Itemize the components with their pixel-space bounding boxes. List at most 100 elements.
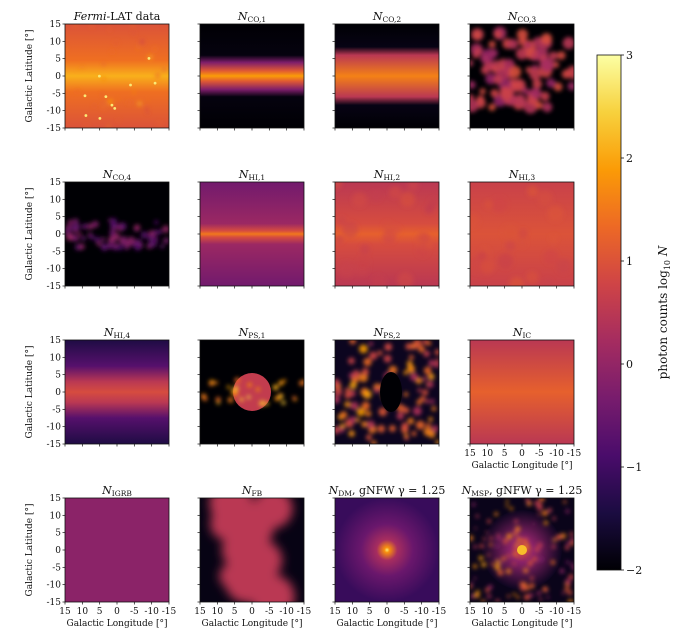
map-blob (509, 65, 522, 78)
map-blob (536, 505, 543, 511)
map-blob (495, 560, 500, 565)
map-blob (516, 537, 522, 543)
y-tick-label: 0 (55, 388, 61, 398)
y-tick-label: 5 (55, 213, 61, 223)
map-blob (106, 243, 113, 250)
panel-hi4: NHI,4 15 10 5 0 -5 -10 -15 Galactic Latitude [°] (25, 326, 170, 450)
map-blob (470, 60, 474, 67)
point-source (97, 74, 101, 78)
map-blob (422, 376, 427, 382)
point-source (110, 103, 114, 107)
map-blob (84, 124, 90, 128)
map-blob (417, 388, 422, 393)
map-blob (369, 189, 382, 203)
panel-co1: NCO,1 (197, 10, 305, 131)
y-tick-label: 10 (50, 353, 62, 363)
map-blob (110, 217, 118, 225)
map-blob (335, 387, 343, 396)
map-blob (513, 551, 519, 557)
map-image (200, 498, 304, 602)
map-blob (571, 565, 574, 571)
map-blob (435, 440, 439, 444)
map-blob (486, 519, 492, 524)
map-blob (428, 359, 435, 367)
map-blob (512, 592, 516, 596)
map-blob (536, 590, 542, 596)
map-blob (522, 538, 528, 544)
axis-ticks (332, 181, 440, 289)
map-blob (134, 244, 141, 251)
map-blob (298, 380, 304, 386)
map-blob (552, 61, 560, 68)
map-blob (470, 582, 474, 586)
map-blob (361, 368, 370, 376)
map-blob (513, 94, 527, 107)
map-blob (409, 372, 419, 382)
y-tick-label: 15 (50, 494, 62, 504)
map-blob (209, 382, 213, 386)
y-tick-label: 5 (55, 371, 61, 381)
map-blob (505, 499, 509, 503)
map-blob (479, 88, 486, 95)
panel-title: NIGRB (101, 484, 132, 498)
map-blob (493, 75, 503, 85)
map-blob (335, 182, 343, 190)
map-blob (227, 397, 234, 403)
map-blob (519, 585, 526, 592)
x-tick-label: -15 (567, 449, 582, 459)
map-blob (557, 51, 566, 60)
map-blob (569, 537, 574, 543)
map-blob (479, 261, 494, 275)
map-image (200, 24, 304, 128)
map-blob (496, 535, 502, 541)
map-blob (518, 554, 522, 558)
map-blob (528, 592, 534, 598)
map-blob (232, 385, 239, 392)
map-blob (412, 406, 422, 416)
map-blob (513, 529, 518, 534)
map-blob (568, 574, 574, 580)
map-blob (101, 62, 106, 67)
map-blob (527, 501, 532, 506)
map-image (470, 24, 574, 128)
map-image (335, 340, 439, 444)
y-tick-label: -15 (47, 282, 62, 292)
x-tick-label: -10 (414, 607, 429, 617)
panel-title: NCO,2 (372, 10, 401, 24)
x-tick-label: 15 (464, 449, 476, 459)
map-blob (473, 592, 480, 598)
map-fill (65, 498, 169, 602)
map-blob (524, 568, 528, 572)
map-blob (429, 399, 435, 404)
map-blob (147, 241, 155, 248)
point-source (129, 83, 132, 87)
map-blob (542, 586, 548, 592)
panel-title: NHI,1 (238, 168, 265, 182)
map-blob (570, 562, 574, 566)
x-tick-label: 15 (59, 607, 71, 617)
y-axis-label: Galactic Latitude [°] (25, 188, 35, 281)
colorbar-tick-label: 1 (626, 255, 633, 268)
map-blob (361, 421, 368, 428)
map-image (65, 182, 169, 286)
fb-lobe (210, 508, 242, 540)
map-blob (565, 578, 572, 585)
y-tick-label: 15 (50, 20, 62, 30)
map-blob (489, 536, 493, 541)
map-blob (505, 504, 509, 508)
x-tick-label: 15 (194, 607, 206, 617)
map-blob (548, 51, 558, 61)
map-blob (424, 204, 434, 215)
map-blob (80, 235, 86, 241)
map-blob (138, 43, 141, 46)
map-blob (406, 360, 413, 367)
x-tick-label: -15 (567, 607, 582, 617)
map-blob (491, 196, 508, 213)
map-blob (525, 271, 539, 285)
x-tick-label: 10 (212, 607, 224, 617)
map-blob (350, 401, 359, 411)
map-blob (113, 40, 119, 46)
y-tick-label: -5 (52, 405, 61, 415)
y-tick-label: -15 (47, 598, 62, 608)
